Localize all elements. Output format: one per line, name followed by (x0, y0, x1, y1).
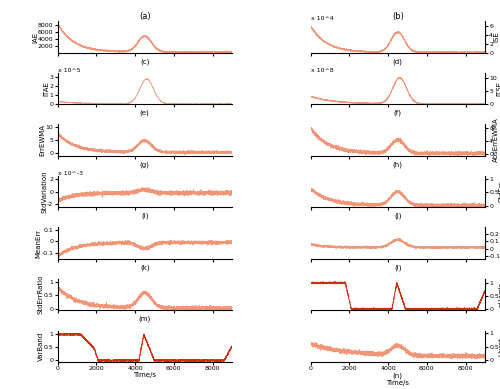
Y-axis label: VarBand: VarBand (38, 331, 44, 361)
Y-axis label: ITSE: ITSE (496, 81, 500, 96)
X-axis label: (i): (i) (141, 213, 148, 219)
X-axis label: (c): (c) (140, 58, 149, 65)
Y-axis label: AbsErrEWMA: AbsErrEWMA (493, 118, 499, 163)
X-axis label: (j): (j) (394, 213, 402, 219)
X-axis label: (k): (k) (140, 264, 149, 271)
Y-axis label: ISE: ISE (493, 32, 499, 42)
X-axis label: (d): (d) (393, 58, 402, 65)
X-axis label: (m): (m) (138, 316, 151, 322)
X-axis label: (f): (f) (394, 110, 402, 116)
Text: x 10^4: x 10^4 (310, 16, 334, 21)
Y-axis label: ITAE: ITAE (44, 81, 50, 96)
X-axis label: (e): (e) (140, 110, 149, 116)
Text: x 10^8: x 10^8 (310, 68, 333, 73)
Y-axis label: Hurst: Hurst (498, 336, 500, 356)
Y-axis label: ErrEWMA: ErrEWMA (40, 124, 46, 156)
Title: (a): (a) (139, 12, 150, 21)
Y-axis label: StdErrRatio: StdErrRatio (38, 275, 44, 314)
Y-axis label: StdErr: StdErr (498, 181, 500, 202)
Title: (b): (b) (392, 12, 404, 21)
Text: x 10^-3: x 10^-3 (58, 171, 82, 176)
X-axis label: (l): (l) (394, 264, 402, 271)
X-axis label: (n)
Time/s: (n) Time/s (386, 372, 409, 386)
X-axis label: Time/s: Time/s (133, 372, 156, 378)
Y-axis label: MeanErr: MeanErr (36, 229, 42, 258)
Text: x 10^5: x 10^5 (58, 68, 80, 73)
X-axis label: (h): (h) (393, 161, 403, 168)
Y-axis label: StdVariation: StdVariation (42, 170, 48, 213)
X-axis label: (g): (g) (140, 161, 149, 168)
Y-axis label: nHarris: nHarris (498, 282, 500, 307)
Y-axis label: IAE: IAE (32, 32, 38, 42)
